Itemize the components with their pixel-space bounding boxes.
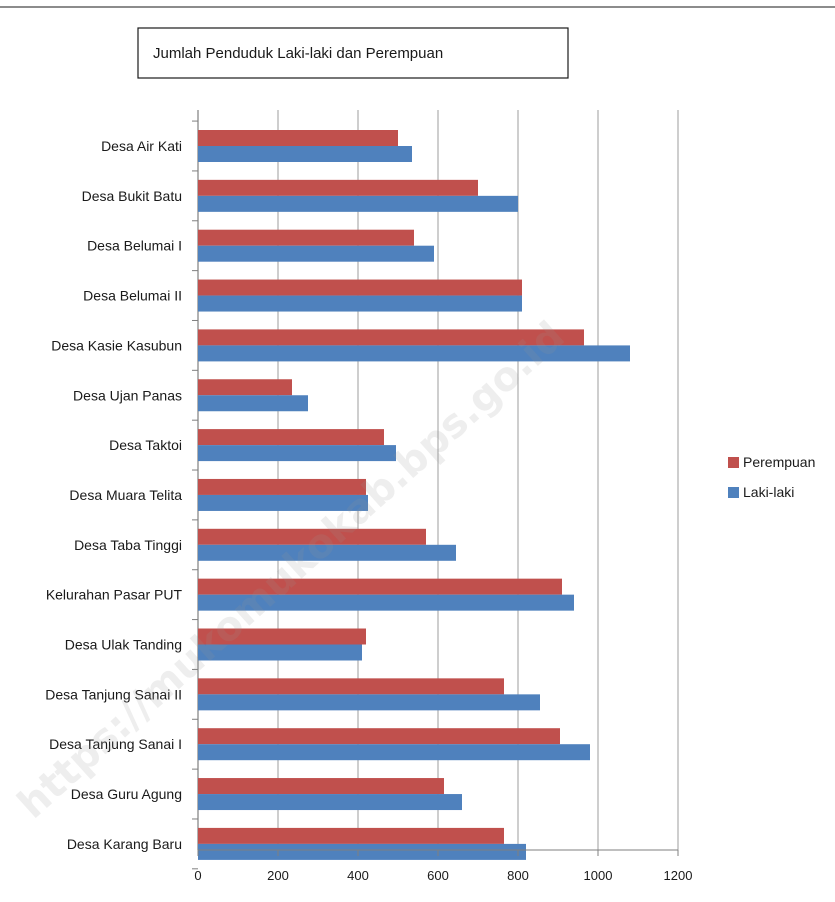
bar-perempuan [198,229,414,246]
bar-perempuan [198,329,584,346]
category-label: Desa Taktoi [109,437,182,453]
x-axis-ticks: 0 200 400 600 800 1000 1200 [194,849,693,883]
bar-laki-laki [198,594,574,611]
legend: Perempuan Laki-laki [728,454,815,500]
bar-laki-laki [198,494,368,511]
bar-laki-laki [198,644,362,661]
category-label: Desa Belumai I [87,238,182,254]
bar-perempuan [198,379,292,396]
category-labels: Desa Air Kati Desa Bukit Batu Desa Belumai… [45,120,198,870]
x-tick-label: 200 [267,868,289,883]
chart-title-text: Jumlah Penduduk Laki-laki dan Perempuan [153,45,443,62]
chart-title-box [137,27,569,79]
legend-swatch [728,487,739,498]
bar-laki-laki [198,445,396,462]
category-label: Desa Bukit Batu [82,188,182,204]
category-label: Desa Ujan Panas [73,387,182,403]
chart-title: Jumlah Penduduk Laki-laki dan Perempuan [137,27,569,79]
bar-laki-laki [198,395,308,412]
category-label: Desa Kasie Kasubun [51,337,182,353]
category-label: Desa Karang Baru [67,836,182,852]
bar-perempuan [198,279,522,296]
bar-laki-laki [198,744,590,761]
bar-perempuan [198,478,366,495]
bar-laki-laki [198,843,526,860]
x-tick-label: 1200 [664,868,693,883]
bar-perempuan [198,728,560,745]
category-label: Desa Ulak Tanding [65,637,182,653]
category-label: Desa Belumai II [83,288,182,304]
bar-laki-laki [198,295,522,312]
bar-laki-laki [198,345,630,362]
bar-laki-laki [198,146,412,162]
x-tick-label: 600 [427,868,449,883]
bar-laki-laki [198,245,434,262]
legend-label: Laki-laki [743,484,794,500]
category-label: Desa Tanjung Sanai I [49,736,182,752]
bar-laki-laki [198,694,540,711]
x-tick-label: 1000 [584,868,613,883]
x-tick-label: 400 [347,868,369,883]
bar-perempuan [198,778,444,795]
category-label: Desa Tanjung Sanai II [45,686,182,702]
legend-swatch [728,457,739,468]
category-label: Kelurahan Pasar PUT [46,587,183,603]
legend-label: Perempuan [743,454,815,470]
bar-perempuan [198,130,398,146]
x-tick-label: 800 [507,868,529,883]
bar-laki-laki [198,794,462,811]
category-label: Desa Air Kati [101,138,182,154]
category-label: Desa Muara Telita [69,487,182,503]
bar-perempuan [198,678,504,695]
bar-perempuan [198,827,504,844]
bar-perempuan [198,179,478,196]
bar-laki-laki [198,544,456,561]
bar-laki-laki [198,195,518,212]
category-label: Desa Guru Agung [71,786,182,802]
bar-perempuan [198,528,426,545]
bar-perempuan [198,578,562,595]
bar-perempuan [198,429,384,446]
x-tick-label: 0 [194,868,201,883]
bars [198,130,630,860]
bar-perempuan [198,628,366,645]
top-border-line [0,6,835,8]
category-label: Desa Taba Tinggi [74,537,182,553]
